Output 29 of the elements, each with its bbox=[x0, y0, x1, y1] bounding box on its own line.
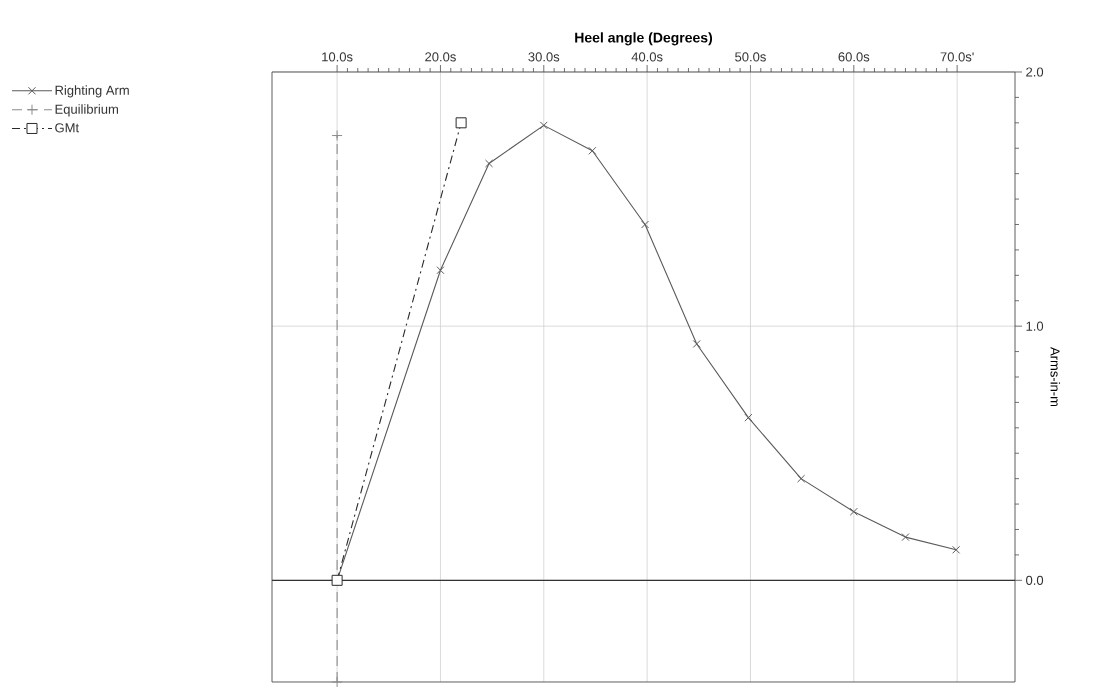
x-tick-label: 40.0s bbox=[631, 52, 663, 62]
point bbox=[455, 117, 467, 129]
point bbox=[641, 220, 650, 229]
y-axis-title: Arms-in-m bbox=[1050, 347, 1061, 407]
point bbox=[692, 339, 701, 348]
point bbox=[331, 676, 343, 687]
x-tick-label: 30.0s bbox=[528, 52, 560, 62]
x-tick-label: 10.0s bbox=[322, 52, 353, 62]
y-tick-label: 2.0 bbox=[1026, 67, 1044, 77]
point bbox=[849, 507, 858, 516]
x-axis-title: Heel angle (Degrees) bbox=[575, 32, 713, 46]
point bbox=[797, 474, 806, 483]
legend-label: Equilibrium bbox=[55, 104, 118, 117]
point bbox=[952, 545, 961, 554]
x-tick-label: 60.0s bbox=[838, 52, 870, 62]
y-tick-label: 1.0 bbox=[1026, 321, 1044, 331]
point bbox=[588, 146, 597, 155]
legend-label: GMt bbox=[55, 123, 79, 133]
point bbox=[744, 413, 753, 422]
y-tick-label: 0.0 bbox=[1026, 575, 1044, 585]
x-tick-label: 70.0s' bbox=[940, 52, 974, 62]
point bbox=[901, 533, 910, 542]
point bbox=[484, 159, 494, 168]
point bbox=[539, 121, 548, 130]
point bbox=[436, 266, 445, 275]
point bbox=[331, 130, 343, 142]
x-tick-label: 50.0s bbox=[735, 52, 766, 62]
x-tick-label: 20.0s bbox=[425, 52, 456, 62]
legend-label: Righting Arm bbox=[55, 85, 129, 98]
